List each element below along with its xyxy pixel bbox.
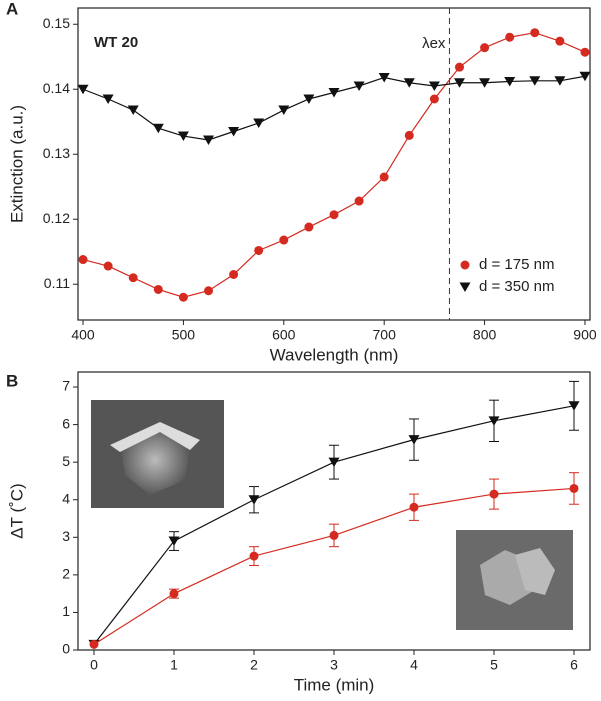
x-tick-label: 1 <box>170 657 178 673</box>
marker <box>378 73 390 83</box>
x-tick-label: 0 <box>90 657 98 673</box>
marker <box>168 536 180 547</box>
marker <box>529 76 541 86</box>
marker <box>78 255 88 265</box>
x-tick-label: 900 <box>573 327 597 343</box>
x-tick-label: 6 <box>570 657 578 673</box>
marker <box>554 76 566 86</box>
legend-marker <box>460 260 470 270</box>
marker <box>304 222 314 232</box>
marker <box>454 62 464 72</box>
x-tick-label: 700 <box>373 327 397 343</box>
marker <box>353 81 365 91</box>
x-tick-label: 2 <box>250 657 258 673</box>
legend-label: d = 350 nm <box>479 278 554 295</box>
annotation: λex <box>422 35 446 52</box>
marker <box>279 235 289 245</box>
y-tick-label: 7 <box>62 378 70 394</box>
marker <box>177 131 189 142</box>
y-tick-label: 3 <box>62 528 70 544</box>
marker <box>329 210 339 220</box>
y-tick-label: 6 <box>62 415 70 431</box>
x-tick-label: 400 <box>71 327 95 343</box>
y-tick-label: 0.15 <box>43 15 70 31</box>
marker <box>428 81 440 91</box>
marker <box>408 435 420 445</box>
x-tick-label: 5 <box>490 657 498 673</box>
marker <box>169 589 179 599</box>
marker <box>488 416 500 426</box>
x-tick-label: 3 <box>330 657 338 673</box>
marker <box>248 495 260 505</box>
marker <box>409 502 419 512</box>
marker <box>178 292 188 302</box>
x-axis-label: Time (min) <box>294 675 375 694</box>
marker <box>579 71 591 82</box>
panel-label: A <box>6 0 18 18</box>
marker <box>229 270 239 279</box>
marker <box>153 284 163 294</box>
panel-label: B <box>6 371 18 390</box>
y-tick-label: 5 <box>62 453 70 469</box>
marker <box>580 47 590 57</box>
legend-marker <box>459 282 471 292</box>
marker <box>249 551 259 561</box>
x-tick-label: 800 <box>473 327 497 343</box>
marker <box>228 127 240 137</box>
marker <box>128 273 138 283</box>
marker <box>429 94 439 104</box>
marker <box>404 130 414 140</box>
y-tick-label: 0.13 <box>43 145 70 161</box>
marker <box>102 94 114 104</box>
marker <box>328 457 340 468</box>
marker <box>479 78 491 88</box>
marker <box>77 84 89 95</box>
y-tick-label: 0.14 <box>43 80 70 96</box>
marker <box>103 261 113 271</box>
marker <box>152 123 164 134</box>
marker <box>303 94 315 104</box>
x-axis-label: Wavelength (nm) <box>270 345 399 364</box>
x-tick-label: 4 <box>410 657 418 673</box>
marker <box>278 105 290 116</box>
y-axis-label: ΔT (˚C) <box>7 483 26 538</box>
y-tick-label: 0.11 <box>44 275 70 291</box>
marker <box>530 28 540 38</box>
marker <box>127 105 139 116</box>
marker <box>379 172 389 182</box>
marker <box>504 76 516 87</box>
marker <box>453 78 465 88</box>
marker <box>354 196 364 206</box>
y-axis-label: Extinction (a.u.) <box>7 105 26 223</box>
marker <box>505 32 515 42</box>
marker <box>254 245 264 255</box>
marker <box>89 639 99 649</box>
marker <box>489 489 499 499</box>
marker <box>569 483 579 493</box>
x-tick-label: 600 <box>272 327 296 343</box>
inset-image <box>456 530 573 630</box>
marker <box>329 530 339 540</box>
annotation: WT 20 <box>94 34 138 51</box>
marker <box>555 36 565 46</box>
marker <box>480 43 490 53</box>
y-tick-label: 0.12 <box>43 210 70 226</box>
marker <box>204 286 214 296</box>
marker <box>568 401 580 411</box>
plot-frame <box>77 7 591 321</box>
marker <box>253 118 265 129</box>
y-tick-label: 2 <box>62 566 70 582</box>
y-tick-label: 4 <box>62 490 70 506</box>
y-tick-label: 0 <box>62 641 70 657</box>
x-tick-label: 500 <box>172 327 196 343</box>
marker <box>403 78 415 88</box>
marker <box>203 135 215 145</box>
y-tick-label: 1 <box>62 603 70 619</box>
marker <box>328 88 340 98</box>
inset-image <box>91 400 224 508</box>
legend-label: d = 175 nm <box>479 256 554 273</box>
